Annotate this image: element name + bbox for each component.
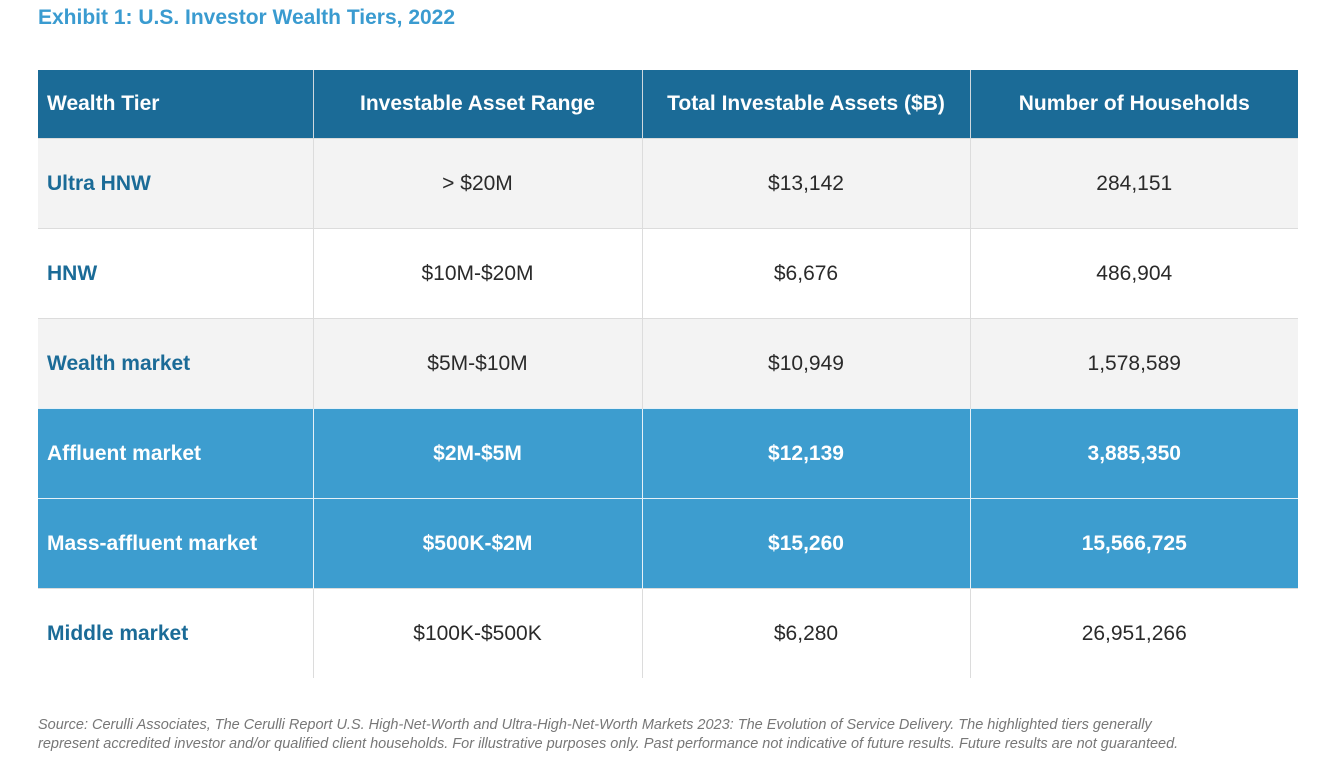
table-cell: $6,676 — [641, 228, 970, 319]
table-cell: 1,578,589 — [969, 318, 1298, 409]
table-row: Affluent market $2M-$5M $12,139 3,885,350 — [38, 408, 1298, 499]
column-header: Number of Households — [969, 70, 1298, 139]
footnote: Source: Cerulli Associates, The Cerulli … — [38, 716, 1300, 754]
table-cell: $5M-$10M — [312, 318, 642, 409]
table-cell: HNW — [38, 228, 313, 319]
table-cell: $12,139 — [641, 408, 970, 499]
table-cell: 3,885,350 — [969, 408, 1298, 499]
table-cell: $10M-$20M — [312, 228, 642, 319]
table-cell: $13,142 — [641, 138, 970, 229]
header-row: Wealth Tier Investable Asset Range Total I… — [38, 70, 1298, 139]
footnote-line: represent accredited investor and/or qua… — [38, 736, 1179, 752]
table-row: Wealth market $5M-$10M $10,949 1,578,589 — [38, 318, 1298, 409]
table-body: Ultra HNW > $20M $13,142 284,151 HNW $10M-$20… — [38, 138, 1298, 678]
table-cell: $10,949 — [641, 318, 970, 409]
table-cell: 15,566,725 — [969, 498, 1298, 589]
table-cell: > $20M — [312, 138, 642, 229]
table-row: Middle market $100K-$500K $6,280 26,951,266 — [38, 588, 1298, 678]
table-cell: $100K-$500K — [312, 588, 642, 678]
table-row: HNW $10M-$20M $6,676 486,904 — [38, 228, 1298, 319]
table-cell: Mass-affluent market — [38, 498, 313, 589]
column-header: Total Investable Assets ($B) — [641, 70, 970, 139]
table-cell: $500K-$2M — [312, 498, 642, 589]
table-cell: 284,151 — [969, 138, 1298, 229]
table-cell: $15,260 — [641, 498, 970, 589]
table-cell: Middle market — [38, 588, 313, 678]
table-row: Ultra HNW > $20M $13,142 284,151 — [38, 138, 1298, 229]
table-cell: Ultra HNW — [38, 138, 313, 229]
table-cell: 26,951,266 — [969, 588, 1298, 678]
footnote-line: Source: Cerulli Associates, The Cerulli … — [38, 717, 1152, 733]
column-header: Wealth Tier — [38, 70, 313, 139]
table-cell: 486,904 — [969, 228, 1298, 319]
table-row: Mass-affluent market $500K-$2M $15,260 15,5… — [38, 498, 1298, 589]
column-header: Investable Asset Range — [312, 70, 642, 139]
table-cell: $6,280 — [641, 588, 970, 678]
table: Wealth Tier Investable Asset Range Total I… — [38, 70, 1298, 678]
title: Exhibit 1: U.S. Investor Wealth Tiers, 2… — [38, 6, 456, 29]
table-cell: Wealth market — [38, 318, 313, 409]
table-cell: $2M-$5M — [312, 408, 642, 499]
table-cell: Affluent market — [38, 408, 313, 499]
